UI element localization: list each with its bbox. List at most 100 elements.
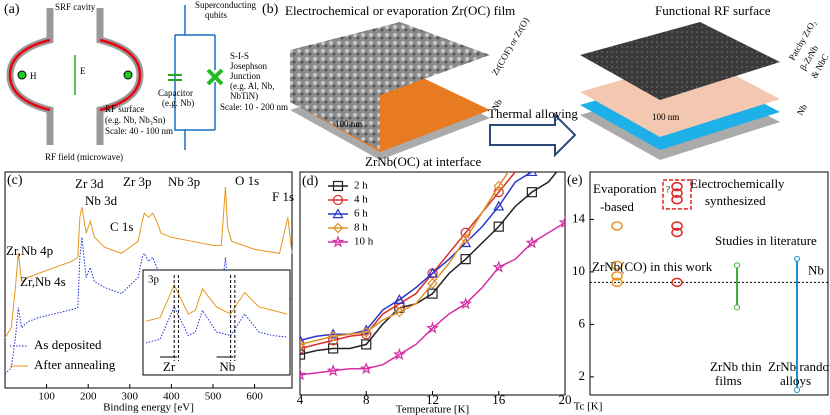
x-tick-label: 100: [38, 391, 55, 403]
series-label: -based: [600, 199, 634, 214]
text: H: [30, 71, 37, 81]
inset-line: [145, 284, 288, 322]
annotation: F 1s: [272, 189, 294, 204]
text: Thermal alloying: [488, 106, 578, 121]
text: Scale: 40 - 100 nm: [105, 126, 173, 136]
annotation: Zr,Nb 4s: [20, 274, 66, 289]
text: Superconducting: [195, 0, 256, 10]
x-tick-label: 300: [122, 391, 139, 403]
marker: [300, 368, 307, 381]
marker: [526, 172, 538, 177]
annotation: O 1s: [235, 173, 259, 188]
marker: [332, 194, 344, 206]
x-tick-label: 12: [426, 392, 439, 407]
text: Josephson: [230, 61, 268, 71]
legend-label: 8 h: [354, 222, 368, 234]
marker: [427, 278, 438, 289]
highlight-box: [662, 179, 692, 210]
series-line: [4, 187, 293, 339]
series-line: [4, 237, 293, 375]
marker: [332, 180, 344, 192]
text: (e.g. Al, Nb,: [230, 81, 275, 91]
sem-image: [290, 22, 490, 95]
inset-title: 3p: [148, 274, 160, 286]
x-tick-label: 16: [492, 392, 506, 407]
panel-label: (e): [567, 173, 583, 188]
h-field: [17, 70, 27, 80]
panel-a: (a) SRF cavity H E RF surface (e.g. Nb, …: [4, 0, 288, 162]
legend-label: 6 h: [354, 208, 368, 220]
marker: [426, 267, 439, 278]
marker: [426, 321, 439, 334]
point: [671, 181, 683, 192]
inset-line: [145, 305, 288, 344]
range-end: [794, 387, 800, 393]
scale: 100 nm: [652, 112, 679, 122]
marker: [558, 215, 565, 229]
point: [611, 271, 623, 281]
marker: [326, 364, 340, 377]
marker: [427, 288, 438, 299]
marker: [527, 147, 536, 156]
marker: [361, 339, 372, 350]
scale: 100 nm: [335, 119, 362, 129]
marker: [525, 236, 539, 249]
point: [671, 277, 683, 288]
plot-area: [300, 147, 570, 381]
marker: [394, 306, 405, 318]
panel-b: (b) Electrochemical or evaporation Zr(OC…: [262, 2, 830, 169]
y-tick-label: 6: [579, 315, 586, 330]
series-line: [300, 221, 565, 376]
point: [611, 277, 623, 288]
legend-label: As deposited: [34, 337, 102, 352]
marker: [492, 260, 506, 273]
inset-label: Zr: [163, 359, 176, 374]
series-label: alloys: [780, 373, 811, 388]
annotation: Zr 3p: [123, 174, 152, 189]
marker: [300, 349, 306, 360]
marker: [460, 233, 471, 245]
text: Junction: [230, 71, 261, 81]
text: qubits: [205, 10, 228, 20]
capacitor: [168, 74, 182, 81]
y-tick-label: 10: [572, 263, 585, 278]
x-tick-label: 4: [297, 392, 304, 407]
annotation: Zr 3d: [75, 176, 104, 191]
series-label: ZrNb thin: [710, 359, 762, 374]
annotation: Nb: [808, 262, 824, 277]
annotation: ?: [666, 185, 670, 195]
annotation: Studies in literature: [715, 233, 817, 248]
h-field: [123, 70, 133, 80]
annotation: Nb 3p: [168, 174, 200, 189]
text: Nb: [795, 102, 809, 117]
y-axis-label: Tc [K]: [574, 401, 603, 413]
legend-label: After annealing: [34, 357, 116, 372]
panel-label: (b): [262, 2, 279, 17]
x-axis-label: Binding energy [eV]: [103, 402, 194, 414]
point: [671, 194, 683, 205]
text: (e.g. Nb, Nb₃Sn): [105, 115, 165, 125]
range-end: [794, 255, 800, 262]
text: E: [80, 66, 86, 76]
legend-label: 2 h: [354, 180, 368, 192]
text: NbTiN): [230, 91, 258, 101]
marker: [459, 297, 473, 310]
point: [671, 188, 683, 198]
x-tick-label: 8: [363, 392, 370, 407]
series-line: [300, 172, 558, 356]
x-tick-label: 200: [80, 391, 97, 403]
text: Nb: [490, 97, 504, 112]
marker: [332, 208, 344, 219]
marker: [526, 187, 537, 198]
text: RF field (microwave): [45, 152, 123, 162]
arrow: [489, 112, 577, 158]
y-tick-label: 14: [572, 210, 586, 225]
marker: [332, 222, 344, 234]
text: Capacitor: [158, 88, 193, 98]
plot-frame: [4, 171, 293, 389]
title: Electrochemical or evaporation Zr(OC) fi…: [285, 3, 515, 18]
series-line: [300, 172, 510, 346]
marker: [360, 326, 372, 338]
marker: [561, 157, 570, 166]
